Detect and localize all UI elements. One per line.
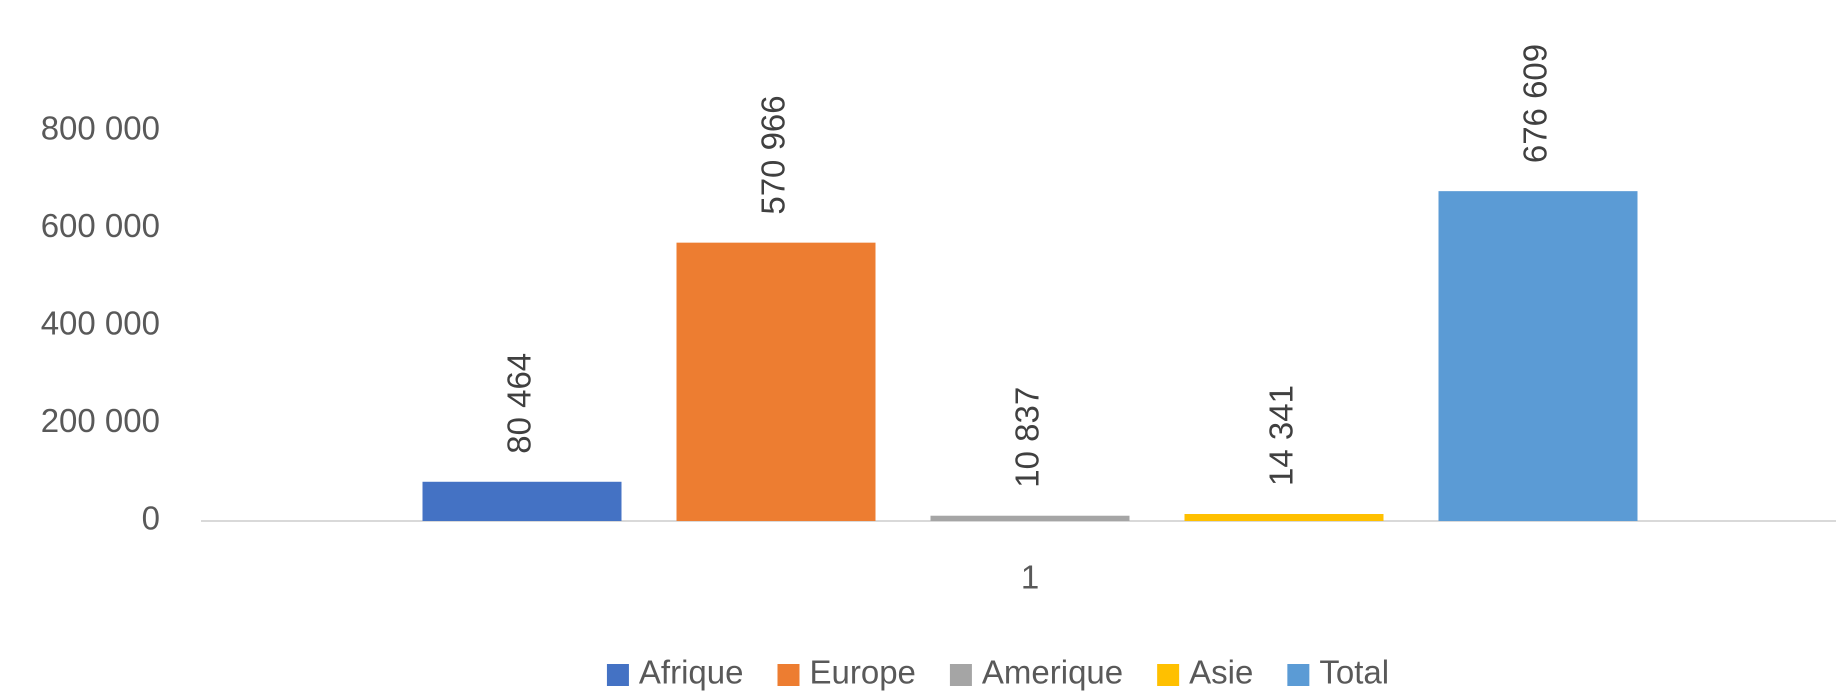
data-label: 570 966 (755, 95, 792, 214)
data-label: 14 341 (1263, 385, 1300, 486)
bar (1184, 514, 1384, 521)
legend-label: Afrique (639, 654, 744, 691)
y-tick-label: 200 000 (41, 402, 160, 439)
y-tick-label: 0 (142, 500, 160, 537)
legend-label: Europe (809, 654, 915, 691)
legend-label: Total (1319, 654, 1389, 691)
legend-label: Amerique (982, 654, 1123, 691)
legend-swatch (1287, 664, 1310, 686)
bar (676, 242, 876, 522)
data-label: 10 837 (1009, 387, 1046, 488)
bar (930, 515, 1130, 521)
data-label: 80 464 (501, 353, 538, 454)
legend-swatch (1157, 664, 1180, 686)
bar (1438, 191, 1638, 521)
y-tick-label: 600 000 (41, 207, 160, 244)
legend-swatch (777, 664, 800, 686)
legend-swatch (949, 664, 972, 686)
y-tick-label: 800 000 (41, 110, 160, 147)
bar (422, 481, 622, 521)
data-label: 676 609 (1517, 44, 1554, 163)
legend-swatch (606, 664, 629, 686)
x-tick-label: 1 (1021, 559, 1039, 596)
legend-label: Asie (1189, 654, 1253, 691)
y-tick-label: 400 000 (41, 305, 160, 342)
